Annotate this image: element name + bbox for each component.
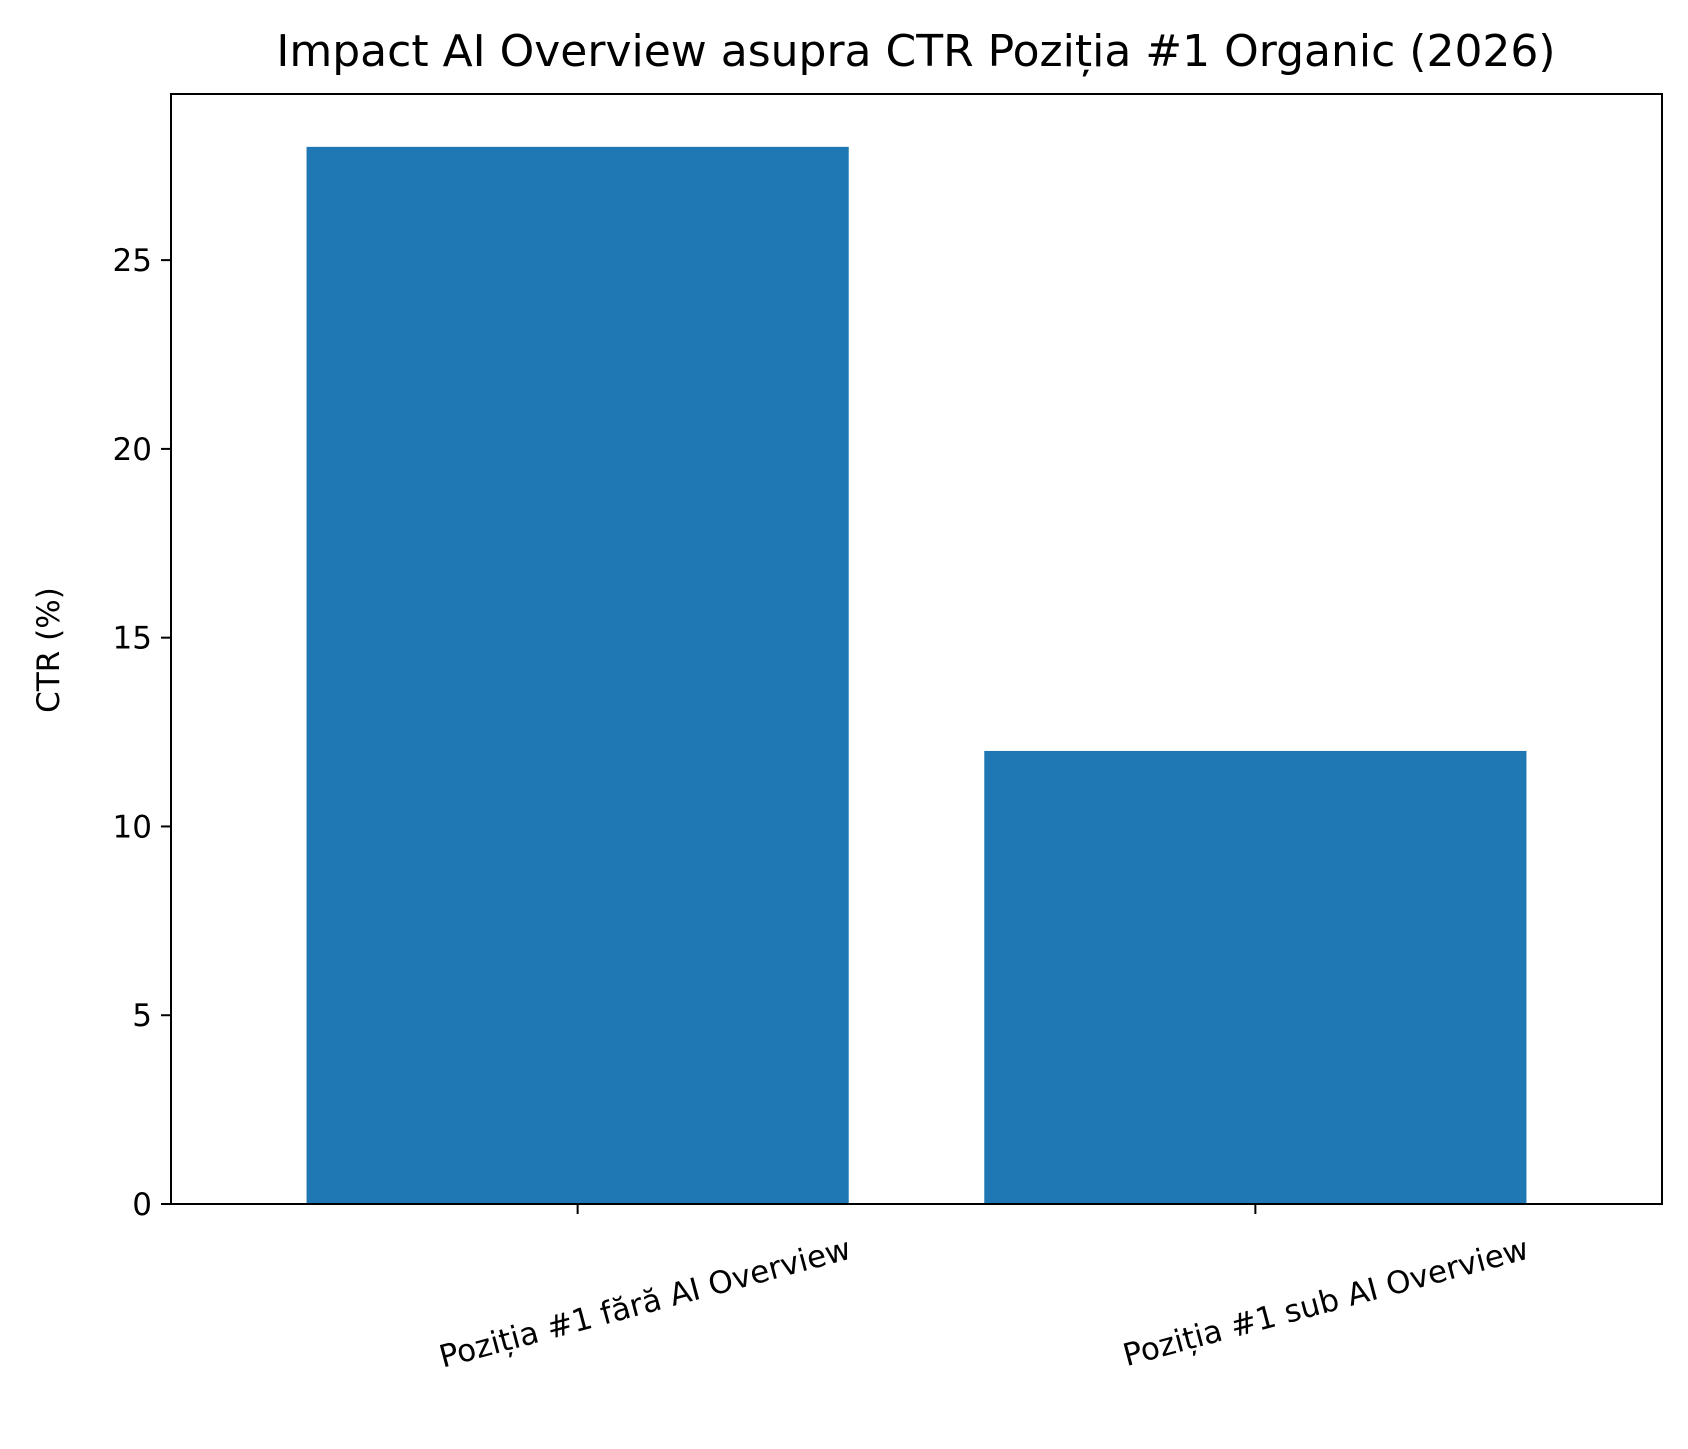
bars-layer <box>306 146 1527 1204</box>
y-tick-label: 20 <box>113 432 152 468</box>
y-tick-label: 15 <box>113 621 152 657</box>
y-tick-label: 25 <box>113 243 152 279</box>
plot-frame <box>170 93 1663 1205</box>
bar-1 <box>984 750 1527 1204</box>
bar-0 <box>306 146 849 1204</box>
y-tick-label: 5 <box>132 998 152 1034</box>
y-tick-label: 0 <box>132 1187 152 1223</box>
y-axis: 0 5 10 15 20 25 <box>113 243 171 1223</box>
y-axis-label: CTR (%) <box>31 587 67 713</box>
y-tick-label: 10 <box>113 809 152 845</box>
chart-title: Impact AI Overview asupra CTR Poziția #1… <box>276 26 1555 77</box>
